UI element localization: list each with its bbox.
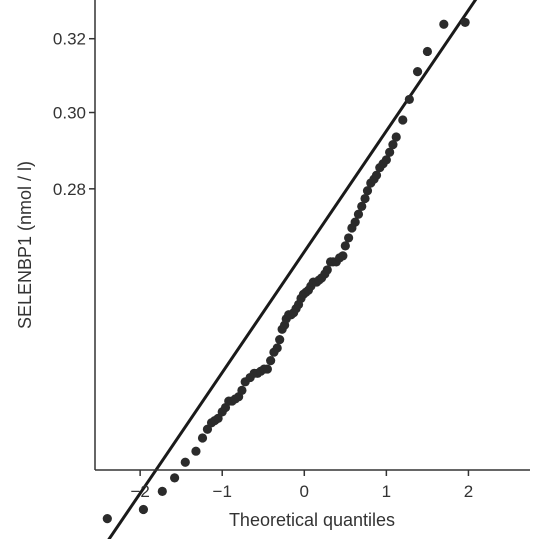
data-point [388,140,398,150]
y-tick-label: 0.32 [53,30,86,49]
data-point [266,356,276,366]
data-point [357,201,367,211]
data-point [350,217,360,227]
data-point [157,486,167,496]
data-point [371,170,382,180]
plot-area [102,0,478,539]
data-point [138,504,149,515]
data-point [460,17,470,28]
data-point [381,155,391,165]
x-axis-title: Theoretical quantiles [229,510,395,530]
data-point [102,514,112,524]
y-axis-title: SELENBP1 (nmol / l) [15,161,35,329]
data-point [344,233,354,243]
data-point [275,335,285,345]
x-axis-ticks: −2 −1 0 1 2 [130,470,473,501]
data-point [404,94,414,105]
x-tick-label: −2 [130,482,149,501]
axes [94,0,530,471]
x-tick-label: −1 [213,482,232,501]
data-point [262,364,272,374]
reference-line [107,0,478,539]
data-point [191,446,201,456]
data-point [385,147,395,157]
data-point [439,19,449,29]
y-tick-label: 0.28 [53,180,86,199]
data-point [338,251,348,261]
data-point [422,46,433,57]
data-point [202,424,213,434]
data-point [322,265,332,275]
data-point [197,433,208,443]
y-tick-label: 0.30 [53,104,86,123]
data-point [362,186,373,196]
data-point [237,385,247,395]
data-point [412,67,423,77]
y-axis-ticks: 0.280.300.320.340.360.380.40 [53,30,95,199]
data-point [398,115,408,125]
data-point [180,457,190,467]
data-point [340,241,350,251]
data-point [170,473,180,483]
x-tick-label: 1 [382,482,391,501]
data-point [360,193,370,204]
data-point [353,209,364,219]
data-point [272,343,282,353]
data-point [391,132,401,142]
x-tick-label: 2 [464,482,473,501]
x-tick-label: 0 [300,482,309,501]
